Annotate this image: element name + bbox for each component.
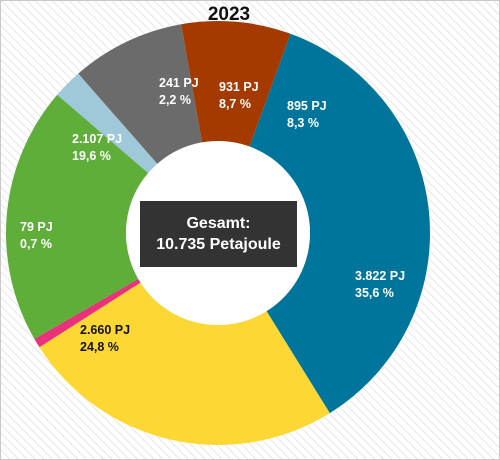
slice-label: 79 PJ 0,7 %: [20, 219, 53, 253]
donut-slice: [5, 94, 149, 339]
donut-slice: [34, 278, 141, 348]
slice-value-label: 931 PJ: [219, 80, 259, 94]
slice-label: 2.660 PJ 24,8 %: [80, 322, 130, 356]
slice-label: 241 PJ 2,2 %: [159, 75, 199, 109]
slice-label: 2.107 PJ 19,6 %: [72, 131, 122, 165]
slice-percent-label: 2,2 %: [159, 93, 191, 107]
slice-percent-label: 19,6 %: [72, 149, 111, 163]
total-box: Gesamt: 10.735 Petajoule: [140, 201, 297, 267]
slice-value-label: 241 PJ: [159, 76, 199, 90]
total-value: 10.735 Petajoule: [156, 236, 281, 253]
donut-slice: [57, 73, 158, 174]
slice-value-label: 895 PJ: [287, 99, 327, 113]
donut-slice: [39, 282, 330, 445]
slice-percent-label: 0,7 %: [20, 237, 52, 251]
slice-label: 3.822 PJ 35,6 %: [355, 268, 405, 302]
slice-value-label: 2.660 PJ: [80, 323, 131, 337]
slice-value-label: 79 PJ: [20, 220, 53, 234]
slice-percent-label: 35,6 %: [355, 286, 394, 300]
slice-percent-label: 8,7 %: [219, 97, 251, 111]
total-label: Gesamt:: [186, 215, 251, 232]
slice-label: 931 PJ 8,7 %: [219, 79, 259, 113]
slice-percent-label: 8,3 %: [287, 116, 319, 130]
donut-slice: [249, 33, 430, 414]
donut-slice: [78, 24, 203, 164]
donut-slice: [181, 20, 291, 147]
chart-title: 2023: [207, 4, 251, 25]
slice-label: 895 PJ 8,3 %: [287, 98, 327, 132]
slice-percent-label: 24,8 %: [80, 340, 119, 354]
slice-value-label: 3.822 PJ: [355, 269, 406, 283]
slice-value-label: 2.107 PJ: [72, 132, 123, 146]
